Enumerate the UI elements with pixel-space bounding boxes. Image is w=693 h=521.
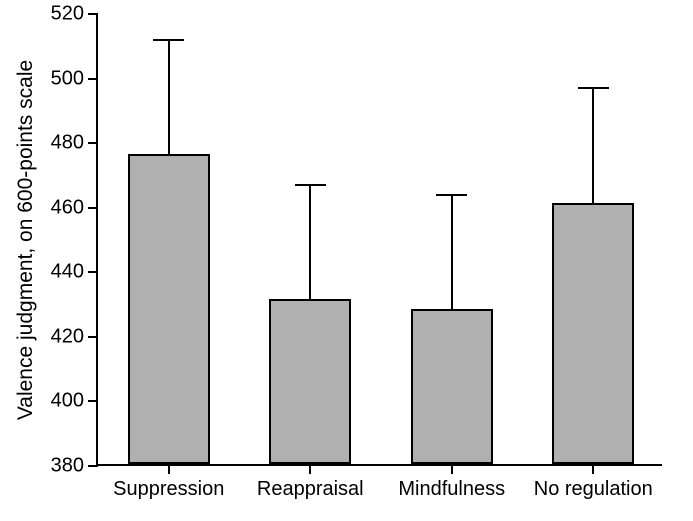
x-tick-label: Suppression [113, 478, 224, 501]
error-bar-cap [578, 87, 609, 89]
y-tick-label: 400 [51, 390, 84, 413]
x-tick [309, 464, 311, 474]
error-bar-stem [592, 88, 594, 204]
error-bar-cap [295, 184, 326, 186]
y-tick [88, 13, 98, 15]
error-bar-stem [309, 185, 311, 301]
x-tick [451, 464, 453, 474]
x-tick-label: No regulation [534, 478, 653, 501]
bar [128, 154, 210, 464]
plot-area: 380400420440460480500520SuppressionReapp… [96, 14, 662, 466]
error-bar-stem [168, 40, 170, 156]
valence-bar-chart: Valence judgment, on 600-points scale 38… [0, 0, 693, 521]
y-tick-label: 500 [51, 67, 84, 90]
y-tick [88, 336, 98, 338]
bar [269, 299, 351, 464]
bar [411, 309, 493, 464]
y-tick-label: 520 [51, 3, 84, 26]
y-tick-label: 380 [51, 455, 84, 478]
y-tick-label: 440 [51, 261, 84, 284]
plot-inner: 380400420440460480500520SuppressionReapp… [98, 14, 662, 464]
y-tick-label: 420 [51, 325, 84, 348]
x-tick-label: Reappraisal [257, 478, 364, 501]
error-bar-stem [451, 195, 453, 311]
y-tick [88, 400, 98, 402]
bar [552, 203, 634, 465]
y-tick [88, 465, 98, 467]
error-bar-cap [153, 39, 184, 41]
y-tick-label: 460 [51, 196, 84, 219]
x-tick [168, 464, 170, 474]
y-axis-title: Valence judgment, on 600-points scale [14, 60, 38, 420]
y-tick [88, 207, 98, 209]
y-tick [88, 78, 98, 80]
x-tick-label: Mindfulness [398, 478, 505, 501]
y-tick [88, 142, 98, 144]
error-bar-cap [436, 194, 467, 196]
x-tick [592, 464, 594, 474]
y-tick-label: 480 [51, 132, 84, 155]
y-tick [88, 271, 98, 273]
